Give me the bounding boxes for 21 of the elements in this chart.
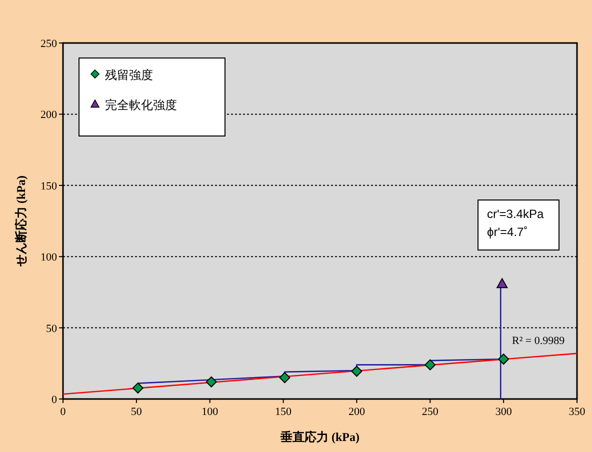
y-tick-label: 250 xyxy=(40,38,58,50)
x-tick-label: 150 xyxy=(275,406,292,418)
annotation: ϕr'=4.7˚ xyxy=(487,225,528,239)
annotation: R² = 0.9989 xyxy=(512,335,566,347)
x-tick-label: 300 xyxy=(495,406,512,418)
y-axis-title: せん断応力 (kPa) xyxy=(14,176,28,268)
x-tick-label: 200 xyxy=(348,406,366,418)
y-tick-label: 100 xyxy=(40,252,58,264)
legend-label: 完全軟化強度 xyxy=(105,98,177,112)
y-tick-label: 150 xyxy=(40,180,58,192)
x-tick-label: 0 xyxy=(60,406,66,418)
x-tick-label: 350 xyxy=(568,406,586,418)
y-tick-label: 200 xyxy=(40,109,58,122)
y-tick-label: 50 xyxy=(46,322,58,335)
x-tick-label: 250 xyxy=(422,406,439,418)
x-tick-label: 50 xyxy=(130,406,142,418)
y-tick-label: 0 xyxy=(52,394,58,406)
annotation: cr'=3.4kPa xyxy=(487,207,544,221)
x-tick-label: 100 xyxy=(202,406,219,418)
x-axis-title: 垂直応力 (kPa) xyxy=(280,430,360,444)
legend-label: 残留強度 xyxy=(105,68,153,82)
